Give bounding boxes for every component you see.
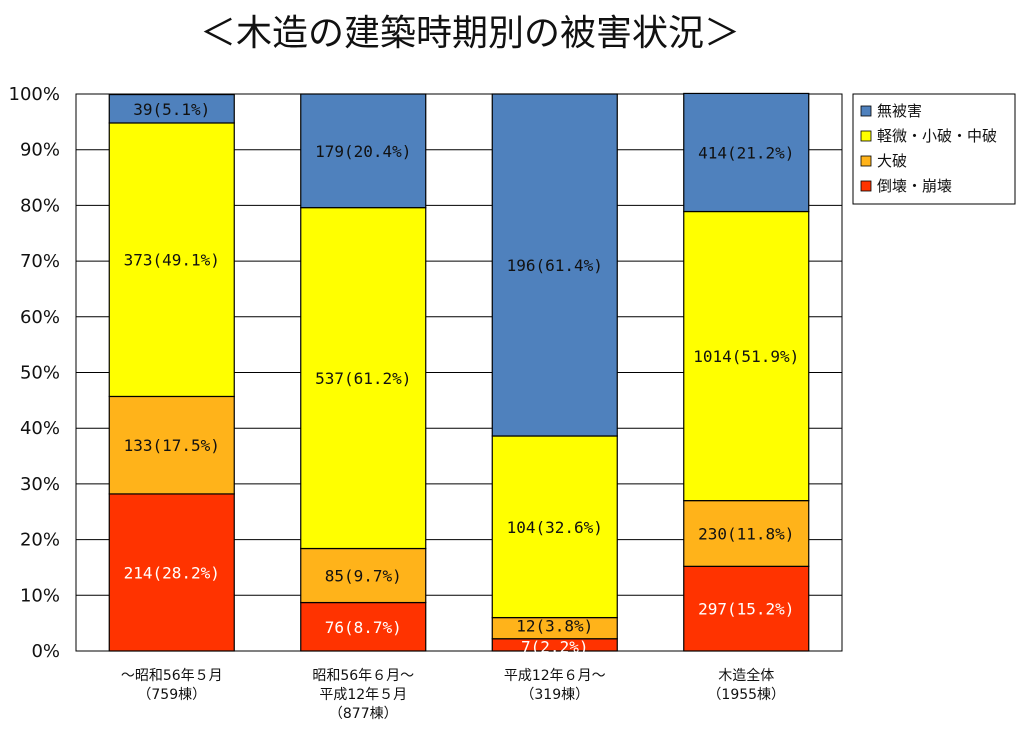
data-label: 12(3.8%) bbox=[516, 617, 593, 636]
legend-swatch bbox=[860, 155, 872, 167]
data-label: 196(61.4%) bbox=[507, 256, 603, 275]
bar-segment bbox=[491, 435, 618, 619]
data-label: 76(8.7%) bbox=[325, 618, 402, 637]
x-category-label: （319棟） bbox=[520, 687, 589, 703]
bar-segment bbox=[108, 93, 235, 124]
data-label: 297(15.2%) bbox=[698, 600, 794, 619]
bar-segment bbox=[300, 601, 427, 652]
bar-segment bbox=[491, 93, 618, 437]
legend-label: 倒壊・崩壊 bbox=[877, 177, 952, 195]
x-category-label: （877棟） bbox=[329, 706, 398, 722]
bar-segment bbox=[108, 122, 235, 398]
data-label: 39(5.1%) bbox=[133, 100, 210, 119]
bar-segment bbox=[108, 493, 235, 652]
y-tick-label: 40% bbox=[20, 418, 60, 439]
y-tick-label: 50% bbox=[20, 363, 60, 384]
data-label: 104(32.6%) bbox=[507, 518, 603, 537]
bar-segment bbox=[300, 93, 427, 209]
x-category-label: 木造全体 bbox=[718, 667, 774, 684]
x-category-label: 昭和56年６月～ bbox=[312, 668, 414, 684]
x-category-label: 平成12年５月 bbox=[319, 687, 407, 703]
bar-segment bbox=[683, 210, 810, 502]
legend-swatch bbox=[860, 105, 872, 117]
data-label: 373(49.1%) bbox=[124, 251, 220, 270]
data-label: 230(11.8%) bbox=[698, 524, 794, 543]
y-tick-label: 30% bbox=[20, 474, 60, 495]
y-tick-label: 80% bbox=[20, 195, 60, 216]
data-label-layer: 214(28.2%) 133(17.5%) 373(49.1%) 39(5.1%) 76… bbox=[124, 100, 800, 657]
bar-segment bbox=[300, 547, 427, 604]
x-category-label: 平成12年６月～ bbox=[504, 668, 606, 684]
y-tick-label: 100% bbox=[9, 84, 60, 105]
x-category-label: （1955棟） bbox=[707, 687, 785, 703]
data-label: 1014(51.9%) bbox=[693, 347, 799, 366]
y-tick-label: 90% bbox=[20, 140, 60, 161]
y-tick-label: 10% bbox=[20, 585, 60, 606]
axis-layer: 0% 10% 20% 30% 40% 50% 60% 70% 80% 90% 100% ～昭和56年５… bbox=[9, 84, 786, 722]
legend-label: 軽微・小破・中破 bbox=[877, 127, 997, 145]
legend-box bbox=[852, 93, 1016, 205]
legend-label: 大破 bbox=[877, 152, 907, 170]
bar-segment bbox=[683, 565, 810, 652]
bar-segment bbox=[683, 92, 810, 213]
legend-swatch bbox=[860, 180, 872, 192]
data-label: 85(9.7%) bbox=[325, 567, 402, 586]
data-label: 7(2.2%) bbox=[521, 638, 588, 657]
x-category-label: ～昭和56年５月 bbox=[121, 668, 223, 684]
data-label: 179(20.4%) bbox=[315, 142, 411, 161]
bar-layer bbox=[108, 92, 810, 652]
data-label: 537(61.2%) bbox=[315, 369, 411, 388]
bar-segment bbox=[108, 395, 235, 495]
data-label: 214(28.2%) bbox=[124, 563, 220, 582]
data-label: 414(21.2%) bbox=[698, 143, 794, 162]
y-tick-label: 20% bbox=[20, 530, 60, 551]
y-tick-label: 70% bbox=[20, 251, 60, 272]
y-tick-label: 0% bbox=[31, 641, 60, 662]
legend-swatch bbox=[860, 130, 872, 142]
bar-segment bbox=[300, 207, 427, 550]
x-category-label: （759棟） bbox=[137, 687, 206, 703]
bar-segment bbox=[683, 500, 810, 567]
legend-label: 無被害 bbox=[877, 102, 922, 120]
y-tick-label: 60% bbox=[20, 307, 60, 328]
data-label: 133(17.5%) bbox=[124, 436, 220, 455]
chart-title: ＜木造の建築時期別の被害状況＞ bbox=[199, 13, 740, 54]
